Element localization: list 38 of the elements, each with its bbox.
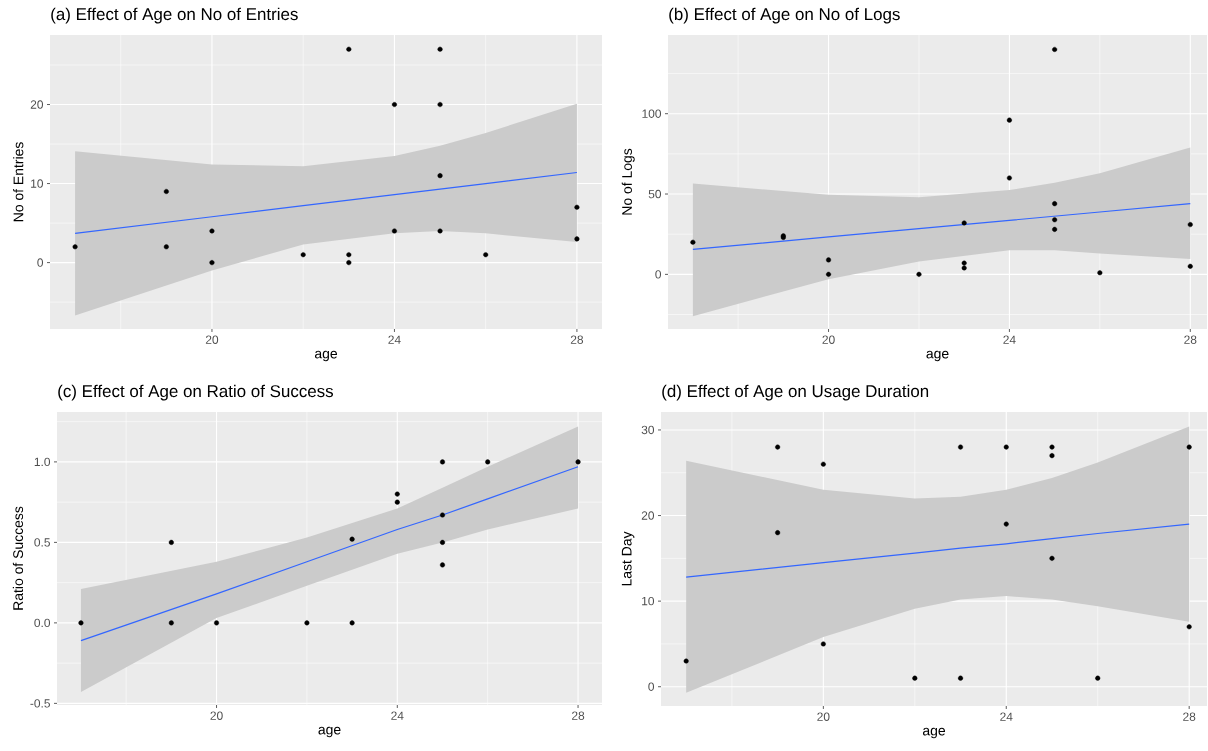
y-tick-label: 50 bbox=[648, 189, 662, 199]
y-tick-label: 20 bbox=[641, 511, 655, 520]
x-axis-title: age bbox=[318, 726, 341, 738]
y-tick-label: 10 bbox=[31, 179, 44, 188]
y-tick-label: 0 bbox=[648, 682, 655, 691]
x-tick-label: 20 bbox=[205, 335, 219, 344]
x-tick-label: 24 bbox=[1003, 335, 1016, 344]
y-axis-title: Ratio of Success bbox=[12, 506, 24, 610]
x-tick-label: 24 bbox=[391, 711, 404, 720]
x-tick-label: 24 bbox=[1000, 712, 1013, 721]
x-tick-label: 20 bbox=[817, 712, 830, 721]
x-axis-title: age bbox=[926, 350, 949, 362]
y-tick-label: -0.5 bbox=[30, 699, 50, 708]
y-tick-label: 10 bbox=[642, 596, 655, 606]
x-tick-label: 28 bbox=[570, 335, 584, 344]
y-tick-label: 0 bbox=[655, 270, 662, 279]
y-tick-label: 0 bbox=[37, 258, 44, 267]
y-tick-label: 0.5 bbox=[34, 538, 50, 547]
y-axis-title: No of Logs bbox=[621, 148, 635, 215]
x-tick-label: 28 bbox=[572, 711, 585, 720]
x-tick-label: 28 bbox=[1184, 335, 1197, 344]
y-tick-label: 30 bbox=[641, 425, 655, 435]
chart-title: (b) Effect of Age on No of Logs bbox=[669, 7, 900, 24]
x-tick-label: 24 bbox=[388, 335, 401, 344]
y-axis-title: No of Entries bbox=[13, 142, 24, 222]
y-axis-title: Last Day bbox=[621, 531, 635, 586]
chart-title: (a) Effect of Age on No of Entries bbox=[51, 7, 298, 24]
chart-title: (d) Effect of Age on Usage Duration bbox=[662, 384, 929, 401]
x-tick-label: 20 bbox=[822, 335, 835, 344]
x-tick-label: 28 bbox=[1183, 712, 1196, 721]
chart-title: (c) Effect of Age on Ratio of Success bbox=[58, 384, 334, 401]
x-axis-title: age bbox=[922, 727, 946, 739]
x-tick-label: 20 bbox=[210, 711, 223, 720]
y-tick-label: 20 bbox=[30, 100, 44, 109]
y-tick-label: 100 bbox=[642, 109, 662, 118]
y-tick-label: 0.0 bbox=[34, 618, 51, 628]
x-axis-title: age bbox=[314, 350, 338, 362]
y-tick-label: 1.0 bbox=[34, 457, 51, 467]
